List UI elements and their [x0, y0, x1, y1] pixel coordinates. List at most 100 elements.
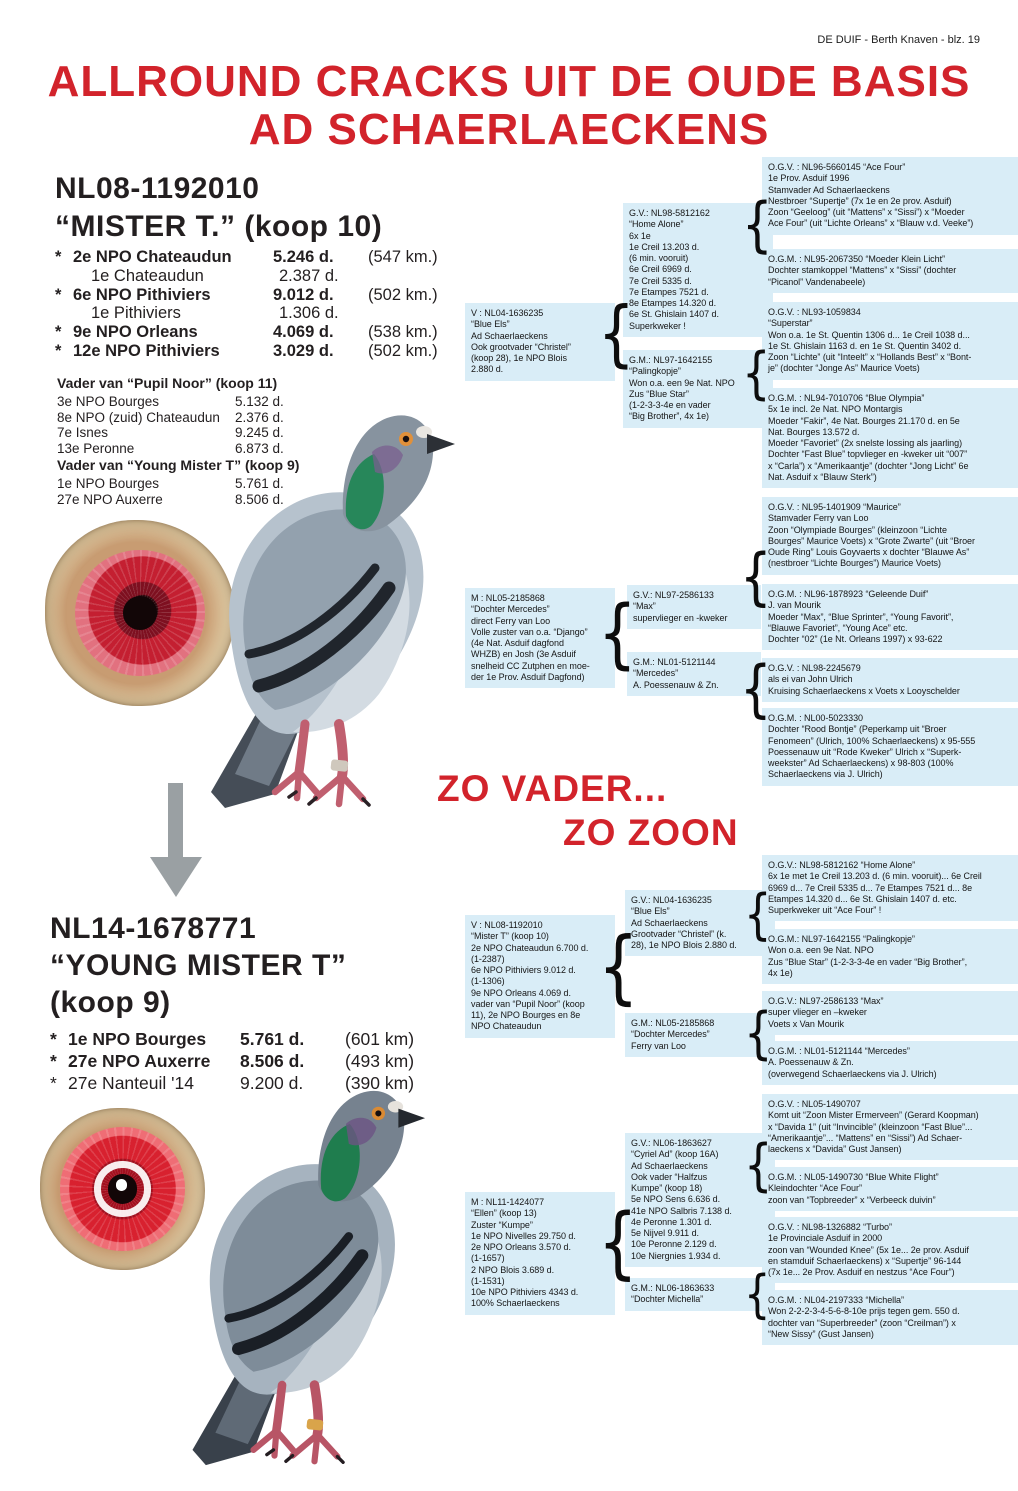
result-distance: (390 km)	[345, 1073, 415, 1093]
result-race: 6e NPO Pithiviers	[73, 285, 211, 304]
race: 27e NPO Auxerre	[57, 491, 163, 507]
result-distance: (502 km.)	[368, 341, 438, 360]
result-race: 1e Pithiviers	[91, 304, 181, 323]
result-race: 27e Nanteuil '14	[68, 1073, 194, 1093]
brace-decoration: {	[744, 883, 772, 946]
pedigree-box-grandmother: G.M.: NL05-2185868 “Dochter Mercedes” Fe…	[625, 1013, 775, 1057]
pedigree-box-grandfather: G.V.: NL97-2586133 “Max” supervlieger en…	[627, 585, 761, 629]
bird2-results: * 1e NPO Bourges 5.761 d. (601 km) * 27e…	[50, 1028, 414, 1094]
pedigree-box-great-grandmother: O.G.M. : NL01-5121144 “Mercedes” A. Poes…	[762, 1041, 1018, 1085]
result-distance: (547 km.)	[368, 248, 438, 266]
pigeon-eye-photo	[45, 520, 235, 706]
pedigree-box-grandmother: G.M.: NL01-5121144 “Mercedes” A. Poessen…	[627, 652, 761, 696]
count: 2.376 d.	[235, 409, 284, 425]
count: 8.506 d.	[235, 491, 284, 507]
result-distance: (538 km.)	[368, 323, 438, 342]
father-of-list-2: Vader van “Young Mister T” (koop 9) 1e N…	[57, 457, 300, 508]
bird2-name-line2: (koop 9)	[50, 986, 171, 1019]
father-of-list-1: Vader van “Pupil Noor” (koop 11) 3e NPO …	[57, 375, 284, 457]
pedigree-box-great-grandmother: O.G.M. : NL95-2067350 “Moeder Klein Lich…	[762, 249, 1018, 293]
result-star: *	[55, 341, 62, 360]
result-race: 2e NPO Chateaudun	[73, 248, 232, 266]
pigeon-photo-mister-t	[211, 415, 455, 808]
page-header: DE DUIF - Berth Knaven - blz. 19	[817, 34, 980, 46]
result-row: * 9e NPO Orleans 4.069 d. (538 km.)	[55, 323, 438, 342]
race: 8e NPO (zuid) Chateaudun	[57, 409, 220, 425]
result-row: * 27e Nanteuil '14 9.200 d. (390 km)	[50, 1072, 414, 1094]
result-count: 9.200 d.	[240, 1073, 304, 1093]
result-distance	[368, 304, 438, 323]
pedigree-box-grandfather: G.V.: NL06-1863627 “Cyriel Ad” (koop 16A…	[625, 1133, 775, 1267]
result-star: *	[55, 323, 62, 342]
list-item: 27e NPO Auxerre 8.506 d.	[57, 492, 299, 508]
result-star: *	[55, 285, 62, 304]
race: 7e Isnes	[57, 425, 109, 441]
result-count: 3.029 d.	[273, 341, 334, 360]
father-of-title: Vader van “Young Mister T” (koop 9)	[57, 457, 300, 473]
result-race: 1e Chateaudun	[91, 266, 204, 285]
result-count: 8.506 d.	[240, 1051, 305, 1071]
divider-line1: ZO VADER...	[437, 768, 668, 809]
pigeon-photo-young-mister-t	[192, 1090, 426, 1466]
result-distance	[368, 267, 438, 286]
pedigree-box-great-grandfather: O.G.V. : NL96-5660145 “Ace Four” 1e Prov…	[762, 157, 1018, 235]
race: 13e Peronne	[57, 441, 135, 457]
result-count: 2.387 d.	[279, 266, 339, 285]
brace-decoration: {	[742, 190, 773, 260]
result-count: 5.761 d.	[240, 1029, 305, 1049]
eye-pupil	[122, 596, 158, 630]
count: 6.873 d.	[235, 441, 284, 457]
result-count: 4.069 d.	[273, 323, 334, 342]
pedigree-box-great-grandfather: O.G.V. : NL95-1401909 “Maurice” Stamvade…	[762, 497, 1018, 575]
page-title-line1: ALLROUND CRACKS UIT DE OUDE BASIS	[47, 57, 971, 106]
eye-iris	[75, 549, 205, 677]
pedigree-box-grandfather: G.V.: NL98-5812162 “Home Alone” 6x 1e 1e…	[623, 203, 773, 337]
result-row: * 12e NPO Pithiviers 3.029 d. (502 km.)	[55, 342, 438, 361]
eye-highlight-ring	[94, 1161, 151, 1217]
result-count: 1.306 d.	[279, 304, 339, 323]
eye-glint	[115, 1179, 128, 1191]
bird1-results: * 2e NPO Chateaudun 5.246 d. (547 km.) 1…	[55, 248, 438, 361]
pedigree-box-mother: M : NL11-1424077 “Ellen” (koop 13) Zuste…	[465, 1192, 615, 1315]
brace-decoration: {	[598, 920, 639, 1013]
pedigree-box-great-grandmother: O.G.M. : NL05-1490730 “Blue White Flight…	[762, 1167, 1018, 1211]
result-race: 27e NPO Auxerre	[68, 1051, 211, 1071]
list-item: 3e NPO Bourges 5.132 d.	[57, 394, 284, 410]
result-race: 9e NPO Orleans	[73, 323, 198, 342]
brace-decoration: {	[598, 1198, 638, 1288]
bird2-name-line1: “YOUNG MISTER T”	[50, 949, 347, 982]
brace-decoration: {	[740, 652, 772, 725]
result-row: 1e Pithiviers 1.306 d.	[55, 304, 438, 323]
pedigree-box-father: V : NL04-1636235 “Blue Els” Ad Schaerlae…	[465, 303, 615, 381]
pedigree-box-grandmother: G.M.: NL06-1863633 “Dochter Michella”	[625, 1278, 775, 1311]
down-arrow-head	[150, 857, 202, 897]
pedigree-box-great-grandfather: O.G.V.: NL98-5812162 “Home Alone” 6x 1e …	[762, 855, 1018, 922]
brace-decoration: {	[744, 1001, 773, 1066]
result-row: * 27e NPO Auxerre 8.506 d. (493 km)	[50, 1050, 414, 1072]
race: 1e NPO Bourges	[57, 475, 160, 491]
count: 5.761 d.	[235, 475, 284, 491]
list-item: 1e NPO Bourges 5.761 d.	[57, 476, 299, 492]
pedigree-box-grandfather: G.V.: NL04-1636235 “Blue Els” Ad Schaerl…	[625, 890, 775, 957]
pedigree-box-great-grandmother: O.G.M. : NL94-7010706 “Blue Olympia” 5x …	[762, 388, 1018, 488]
result-star: *	[55, 248, 62, 266]
pedigree-box-great-grandfather: O.G.V. : NL98-1326882 “Turbo” 1e Provinc…	[762, 1217, 1018, 1284]
result-star: *	[50, 1073, 57, 1093]
bird1-ring-number: NL08-1192010	[55, 172, 260, 205]
result-race: 12e NPO Pithiviers	[73, 341, 220, 360]
pedigree-box-mother: M : NL05-2185868 “Dochter Mercedes” dire…	[465, 588, 615, 688]
pedigree-box-father: V : NL08-1192010 “Mister T” (koop 10) 2e…	[465, 915, 615, 1038]
result-distance: (502 km.)	[368, 285, 438, 304]
brace-decoration: {	[744, 1265, 771, 1325]
result-distance: (601 km)	[345, 1029, 415, 1049]
list-item: 13e Peronne 6.873 d.	[57, 441, 284, 457]
divider-line2: ZO ZOON	[563, 812, 739, 853]
brace-decoration: {	[742, 341, 771, 406]
brace-decoration: {	[740, 540, 772, 613]
brace-decoration: {	[598, 291, 635, 375]
pedigree-box-great-grandfather: O.G.V.: NL97-2586133 “Max” super vlieger…	[762, 991, 1018, 1035]
bird1-name: “MISTER T.” (koop 10)	[55, 210, 383, 243]
race: 3e NPO Bourges	[57, 393, 160, 409]
result-star: *	[50, 1029, 57, 1049]
